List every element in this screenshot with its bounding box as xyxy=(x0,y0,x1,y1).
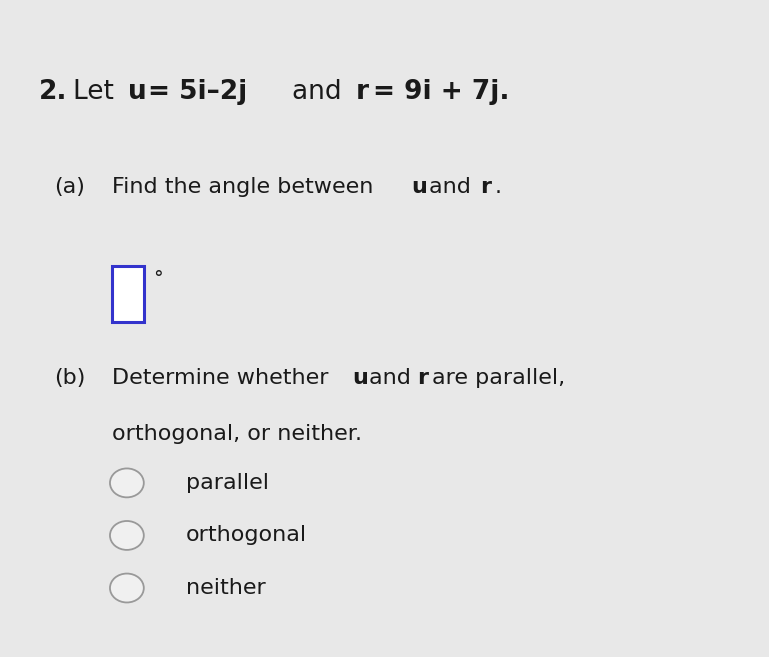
Circle shape xyxy=(110,521,144,550)
Text: parallel: parallel xyxy=(186,473,269,493)
Text: orthogonal: orthogonal xyxy=(186,526,308,545)
Text: r: r xyxy=(418,368,428,388)
Text: r: r xyxy=(480,177,491,197)
Text: = 5i–2j: = 5i–2j xyxy=(148,79,247,105)
Text: are parallel,: are parallel, xyxy=(432,368,565,388)
Circle shape xyxy=(110,468,144,497)
Text: (b): (b) xyxy=(54,368,85,388)
Text: u: u xyxy=(352,368,368,388)
Text: °: ° xyxy=(153,269,163,288)
FancyBboxPatch shape xyxy=(112,266,144,322)
Text: Determine whether: Determine whether xyxy=(112,368,335,388)
Text: Let: Let xyxy=(73,79,122,105)
Circle shape xyxy=(110,574,144,602)
Text: orthogonal, or neither.: orthogonal, or neither. xyxy=(112,424,361,443)
Text: Find the angle between: Find the angle between xyxy=(112,177,380,197)
Text: neither: neither xyxy=(186,578,266,598)
Text: and: and xyxy=(292,79,350,105)
Text: (a): (a) xyxy=(54,177,85,197)
Text: 2.: 2. xyxy=(38,79,67,105)
Text: = 9i + 7j.: = 9i + 7j. xyxy=(373,79,510,105)
Text: .: . xyxy=(494,177,501,197)
Text: and: and xyxy=(429,177,478,197)
Text: and: and xyxy=(369,368,418,388)
Text: u: u xyxy=(411,177,428,197)
Text: r: r xyxy=(355,79,368,105)
Text: u: u xyxy=(128,79,147,105)
